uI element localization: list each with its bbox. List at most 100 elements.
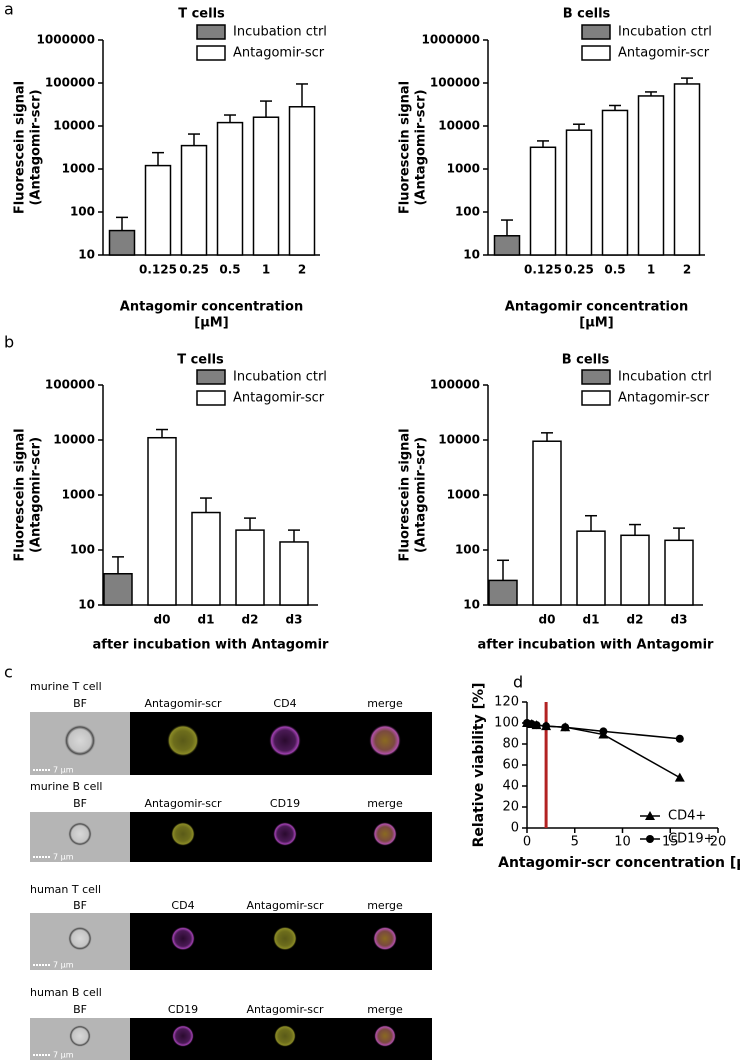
channel-label: Antagomir-scr <box>144 697 222 710</box>
x-tick-label: d1 <box>583 613 600 627</box>
y-axis-label: Fluorescein signal <box>398 81 413 214</box>
x-tick-label: d1 <box>198 613 215 627</box>
bar <box>637 95 665 256</box>
x-tick-label: 5 <box>571 835 579 850</box>
bar <box>673 83 701 256</box>
cell-image <box>69 1025 91 1047</box>
x-tick-label: 1 <box>262 263 270 277</box>
x-axis-label: Antagomir concentration <box>505 300 688 315</box>
y-tick-label: 100000 <box>430 378 480 392</box>
x-tick-label: 20 <box>710 835 727 850</box>
channel-label: BF <box>73 797 87 810</box>
chart-title: T cells <box>178 7 225 22</box>
marker <box>599 727 608 736</box>
x-axis-label: Antagomir-scr concentration [µM] <box>498 855 740 871</box>
x-tick-label: d2 <box>242 613 259 627</box>
bar <box>565 129 593 256</box>
x-axis-label: [µM] <box>579 316 613 331</box>
legend-label: Antagomir-scr <box>233 46 325 61</box>
x-tick-label: d2 <box>627 613 644 627</box>
y-tick-label: 10 <box>463 248 480 262</box>
x-tick-label: d3 <box>671 613 688 627</box>
y-axis-label: (Antagomir-scr) <box>414 89 429 205</box>
legend-swatch <box>196 24 226 40</box>
x-tick-label: 0.125 <box>139 263 177 277</box>
cell-image <box>171 822 195 846</box>
bar <box>529 146 557 256</box>
bar <box>147 436 177 606</box>
legend-label: Antagomir-scr <box>618 46 710 61</box>
y-tick-label: 1000 <box>447 488 480 502</box>
cell-image <box>167 724 199 757</box>
legend-swatch <box>581 45 611 61</box>
bar <box>620 534 650 606</box>
x-tick-label: 0.25 <box>179 263 209 277</box>
x-tick-label: d0 <box>539 613 556 627</box>
x-tick-label: 2 <box>683 263 691 277</box>
bar <box>252 116 280 256</box>
x-axis-label: after incubation with Antagomir <box>93 638 330 653</box>
row-label: human T cell <box>30 883 101 896</box>
bar <box>103 572 133 606</box>
cell-image <box>274 1025 296 1047</box>
channel-label: BF <box>73 899 87 912</box>
bar <box>288 106 316 256</box>
bar <box>235 529 265 606</box>
scale-bar-label: 7 µm <box>53 853 74 862</box>
legend-swatch <box>581 369 611 385</box>
y-tick-label: 100 <box>494 716 519 731</box>
y-axis-label: (Antagomir-scr) <box>29 89 44 205</box>
x-tick-label: 2 <box>298 263 306 277</box>
legend-label: Antagomir-scr <box>618 391 710 406</box>
cell-image <box>373 926 397 951</box>
panel-label: d <box>513 673 523 692</box>
cell-image <box>171 926 195 951</box>
y-tick-label: 0 <box>511 821 519 836</box>
x-tick-label: 0 <box>523 835 531 850</box>
bar <box>191 511 221 606</box>
y-tick-label: 1000000 <box>422 33 480 47</box>
x-tick-label: 0.5 <box>219 263 240 277</box>
bar <box>108 229 136 256</box>
x-axis-label: [µM] <box>194 316 228 331</box>
cell-image <box>269 724 301 757</box>
y-tick-label: 10000 <box>438 433 480 447</box>
row-label: murine B cell <box>30 780 102 793</box>
y-tick-label: 100 <box>455 205 480 219</box>
y-tick-label: 100000 <box>45 76 95 90</box>
cell-image <box>273 822 297 846</box>
row-label: murine T cell <box>30 680 102 693</box>
y-tick-label: 10 <box>78 248 95 262</box>
y-tick-label: 1000 <box>447 162 480 176</box>
bar <box>144 164 172 256</box>
x-tick-label: d0 <box>154 613 171 627</box>
y-tick-label: 60 <box>502 758 519 773</box>
y-tick-label: 100000 <box>45 378 95 392</box>
cell-image <box>68 822 92 846</box>
legend-label: Incubation ctrl <box>233 25 327 40</box>
x-axis-label: after incubation with Antagomir <box>478 638 715 653</box>
x-tick-label: d3 <box>286 613 303 627</box>
channel-label: CD4 <box>171 899 194 912</box>
channel-label: merge <box>367 697 403 710</box>
channel-label: BF <box>73 697 87 710</box>
legend-label: Incubation ctrl <box>233 370 327 385</box>
y-tick-label: 100000 <box>430 76 480 90</box>
y-tick-label: 10000 <box>53 119 95 133</box>
bar <box>493 235 521 256</box>
x-tick-label: 15 <box>662 835 679 850</box>
y-tick-label: 100 <box>70 205 95 219</box>
channel-label: BF <box>73 1003 87 1016</box>
legend-swatch <box>196 369 226 385</box>
marker <box>645 811 655 820</box>
bar <box>532 440 562 606</box>
channel-label: merge <box>367 1003 403 1016</box>
cell-image <box>374 1025 396 1047</box>
y-tick-label: 1000000 <box>37 33 95 47</box>
y-axis-label: Fluorescein signal <box>13 428 28 561</box>
y-tick-label: 120 <box>494 695 519 710</box>
marker <box>532 721 541 730</box>
bar <box>488 579 518 606</box>
